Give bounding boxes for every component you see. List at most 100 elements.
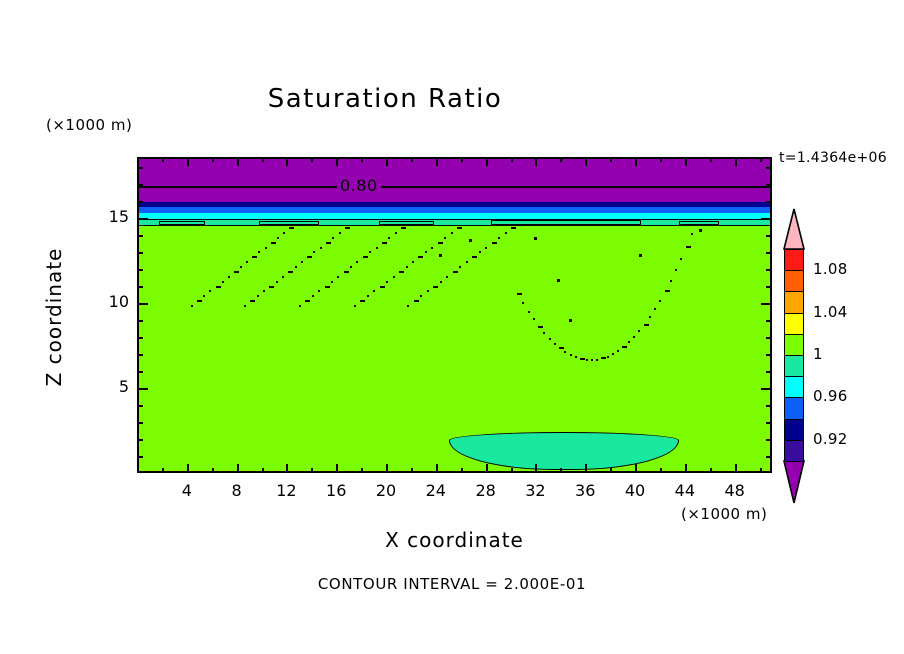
y-axis-minor-tick-right: [766, 439, 772, 442]
contour-dot: [324, 285, 330, 288]
contour-dot: [276, 236, 279, 239]
colorbar-segment: [784, 312, 804, 336]
x-axis-minor-tick-top: [211, 157, 214, 162]
contour-dot: [446, 275, 448, 278]
contour-dot: [191, 305, 193, 307]
contour-interval-caption: CONTOUR INTERVAL = 2.000E-01: [317, 575, 587, 593]
y-axis-minor-tick: [137, 235, 143, 238]
contour-dot: [392, 275, 395, 278]
contour-dot: [289, 227, 294, 229]
contour-dot: [617, 349, 620, 352]
colorbar-segment: [784, 355, 804, 378]
contour-dot: [366, 295, 369, 298]
contour-dot: [294, 266, 297, 268]
contour-dot: [399, 270, 405, 273]
contour-dot: [569, 353, 572, 356]
contour-dot: [638, 330, 641, 333]
x-axis-minor-tick-top: [311, 157, 314, 162]
y-axis-minor-tick-right: [766, 456, 772, 458]
y-axis-tick-right: [761, 303, 772, 306]
contour-dot: [386, 280, 389, 283]
y-axis-tick: [137, 218, 148, 221]
colorbar-over-arrow: [782, 208, 806, 250]
x-axis-tick: [635, 464, 638, 473]
region-cyan-transition: [139, 213, 770, 220]
x-axis-tick-top: [734, 157, 737, 166]
colorbar-segment: [784, 439, 804, 463]
contour-dot: [548, 337, 551, 340]
x-axis-minor-tick: [410, 468, 413, 473]
y-axis-minor-tick: [137, 167, 143, 170]
y-axis-minor-tick: [137, 371, 143, 374]
x-axis-tick: [336, 464, 339, 473]
contour-dot: [299, 305, 301, 307]
contour-dot: [418, 256, 424, 259]
x-axis-minor-tick-top: [510, 157, 513, 162]
x-axis-minor-tick: [709, 468, 712, 473]
contour-dot: [639, 254, 642, 257]
x-axis-tick-top: [386, 157, 389, 166]
contour-dot: [465, 261, 468, 264]
x-axis-unit-label: (×1000 m): [681, 505, 768, 523]
y-axis-tick-label: 15: [108, 207, 129, 227]
contour-dot: [269, 285, 275, 288]
contour-dot: [313, 251, 316, 254]
y-axis-minor-tick-right: [766, 286, 772, 289]
x-axis-tick: [435, 464, 438, 473]
x-axis-tick-label: 4: [181, 481, 192, 500]
x-axis-tick: [186, 464, 189, 473]
contour-dot: [311, 295, 314, 298]
interface-pocket: [491, 220, 641, 225]
contour-dot: [606, 355, 609, 358]
interface-pocket: [679, 221, 719, 225]
x-axis-tick-top: [535, 157, 538, 166]
contour-dot: [450, 231, 453, 234]
y-axis-minor-tick: [137, 456, 143, 458]
x-axis-tick-label: 32: [525, 481, 546, 500]
y-axis-minor-tick: [137, 405, 143, 408]
colorbar-under-arrow: [782, 460, 806, 504]
x-axis-tick-label: 8: [231, 481, 242, 500]
x-axis-minor-tick-top: [759, 157, 762, 162]
contour-plot-area: 0.80: [137, 157, 772, 473]
contour-dot: [330, 280, 333, 283]
contour-dot: [215, 285, 221, 288]
region-navy-transition: [139, 202, 770, 207]
contour-dot: [360, 300, 366, 303]
y-axis-minor-tick-right: [766, 422, 772, 425]
x-axis-tick-label: 28: [475, 481, 496, 500]
x-axis-minor-tick: [759, 468, 762, 473]
contour-dot: [209, 290, 212, 293]
y-axis-minor-tick-right: [766, 184, 772, 187]
x-axis-tick: [734, 464, 737, 473]
y-axis-minor-tick: [137, 354, 143, 357]
x-axis-tick: [386, 464, 389, 473]
contour-dot: [439, 254, 442, 257]
contour-dot: [457, 227, 462, 229]
contour-dot: [538, 325, 544, 328]
x-axis-minor-tick: [311, 468, 314, 473]
x-axis-tick-top: [435, 157, 438, 166]
x-axis-minor-tick: [659, 468, 662, 473]
region-blue-transition: [139, 207, 770, 213]
contour-dot: [337, 275, 340, 278]
x-axis-minor-tick: [161, 468, 164, 473]
contour-dot: [375, 246, 378, 249]
contour-dot: [527, 310, 530, 313]
x-axis-minor-tick: [460, 468, 463, 473]
contour-dot: [648, 316, 651, 319]
colorbar-segment: [784, 397, 804, 421]
contour-dot: [433, 285, 438, 288]
y-axis-minor-tick: [137, 286, 143, 289]
contour-dot: [452, 270, 458, 273]
contour-dot: [401, 227, 406, 229]
contour-dot: [405, 266, 408, 268]
contour-dot: [394, 231, 397, 234]
contour-dot: [685, 245, 691, 248]
x-axis-minor-tick-top: [610, 157, 613, 162]
y-axis-minor-tick-right: [766, 167, 772, 170]
contour-dot: [590, 358, 593, 361]
contour-dot: [543, 332, 546, 334]
contour-dot: [256, 295, 259, 298]
contour-line-0-80: [139, 186, 770, 188]
